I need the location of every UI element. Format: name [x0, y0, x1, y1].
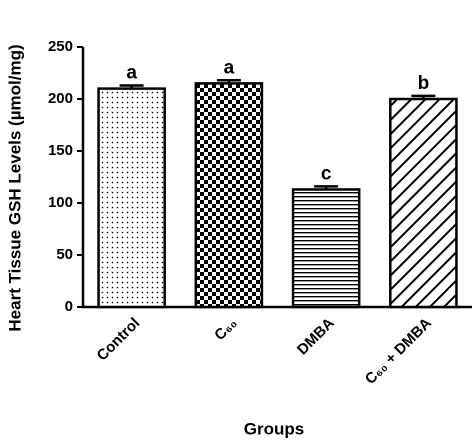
error-bar — [411, 94, 436, 99]
error-bar — [216, 79, 241, 84]
bar — [291, 188, 361, 309]
error-bar — [314, 185, 339, 190]
y-tick-label: 250 — [48, 38, 73, 55]
x-tick-label: C₆₀ + DMBA — [362, 315, 435, 388]
y-axis-title: Heart Tissue GSH Levels (µmol/mg) — [5, 44, 24, 331]
significance-letter: b — [418, 73, 430, 94]
y-tick-label: 50 — [56, 246, 73, 263]
bar — [389, 97, 458, 309]
y-tick-label: 100 — [48, 194, 73, 211]
y-tick-label: 150 — [48, 142, 73, 159]
x-tick-label: DMBA — [294, 315, 338, 359]
significance-letter: c — [321, 163, 332, 184]
bar — [194, 82, 264, 309]
x-tick-label: C₆₀ — [211, 315, 240, 344]
x-axis-title: Groups — [244, 419, 304, 438]
error-bar — [119, 84, 144, 89]
x-tick-label: Control — [94, 315, 144, 365]
y-tick-label: 0 — [65, 298, 73, 315]
significance-letter: a — [126, 62, 137, 83]
significance-letter: a — [224, 57, 235, 78]
y-tick-label: 200 — [48, 90, 73, 107]
bar — [97, 87, 166, 309]
